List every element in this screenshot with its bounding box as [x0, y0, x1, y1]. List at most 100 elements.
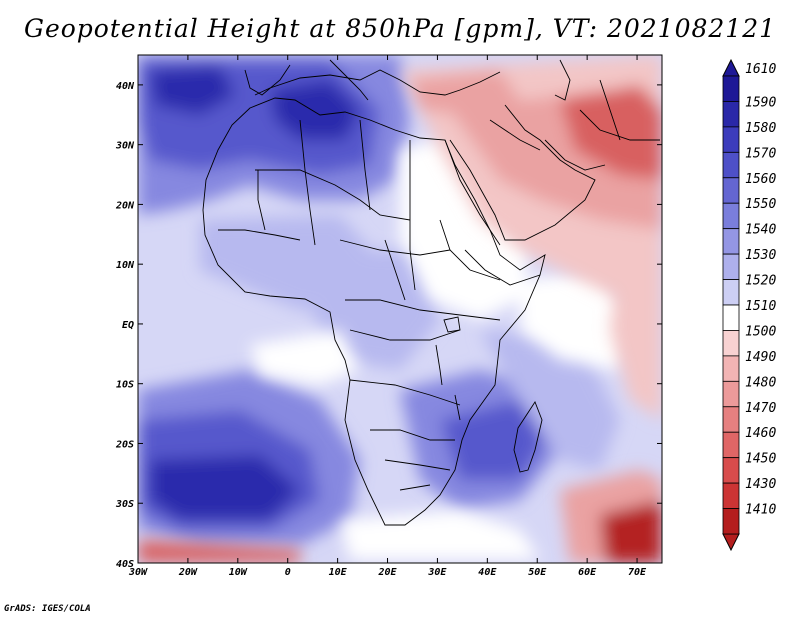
colorbar-swatch-1570: [722, 151, 740, 179]
lat-tick-label-0: 40N: [116, 81, 135, 92]
lon-tick-label-10: 70E: [628, 567, 647, 578]
colorbar-swatch-1450: [722, 457, 740, 484]
lat-tick-label-8: 40S: [116, 559, 134, 570]
lat-tick-label-2: 20N: [115, 200, 135, 211]
madagascar-high-core: [440, 400, 545, 480]
colorbar-label-1500: 1500: [745, 324, 776, 339]
border-13: [218, 229, 301, 241]
lat-tick-label-5: 10S: [116, 380, 134, 391]
border-15: [489, 119, 541, 151]
border-19: [384, 239, 406, 301]
colorbar-swatch-1580: [722, 126, 740, 153]
colorbar-swatch-1550: [722, 202, 740, 230]
lat-tick-label-6: 20S: [115, 439, 134, 450]
colorbar-label-1490: 1490: [745, 350, 776, 365]
colorbar: 1610 1590 1580 1570 1560 1550 1540 1530 1520 1510…: [722, 58, 776, 552]
southern-ocean-white: [340, 510, 540, 560]
border-16: [579, 109, 660, 141]
border-4: [409, 140, 416, 291]
colorbar-swatch-1470: [722, 406, 740, 433]
africa-coastline: [202, 97, 546, 526]
madagascar-coastline: [513, 401, 543, 473]
lat-tick-label-7: 30S: [115, 499, 134, 510]
colorbar-swatch-1510: [722, 304, 740, 331]
iran-low-core: [560, 85, 662, 180]
border-9: [349, 379, 461, 406]
italy-outline: [329, 59, 369, 101]
lake-malawi: [454, 394, 461, 421]
border-12: [399, 484, 431, 491]
lat-tick-label-3: 10N: [116, 260, 135, 271]
lon-tick-label-2: 10W: [229, 567, 248, 578]
colorbar-label-1510: 1510: [745, 299, 776, 314]
colorbar-label-1580: 1580: [745, 121, 776, 136]
lon-tick-label-1: 20W: [178, 567, 198, 578]
colorbar-label-1460: 1460: [745, 426, 776, 441]
levant-red: [410, 70, 520, 115]
colorbar-label-1520: 1520: [745, 274, 776, 289]
grads-credit: GrADS: IGES/COLA: [4, 604, 91, 614]
southern-edge-red: [138, 540, 300, 563]
colorbar-swatch-1530: [722, 253, 740, 280]
border-5: [439, 219, 501, 281]
colorbar-label-1450: 1450: [745, 452, 776, 467]
lake-tanganyika: [435, 344, 443, 386]
east-africa-white: [400, 130, 530, 320]
colorbar-swatch-1460: [722, 431, 740, 459]
colorbar-swatch-1430: [722, 482, 740, 509]
colorbar-swatch-1500: [722, 330, 740, 357]
east-indian-red: [610, 240, 662, 420]
colorbar-swatch-1520: [722, 279, 740, 306]
lon-tick-label-8: 50E: [528, 567, 547, 578]
colorbar-swatch-1540: [722, 228, 740, 255]
lon-tick-label-4: 10E: [329, 567, 348, 578]
height-field: [138, 55, 662, 563]
border-11: [384, 459, 451, 471]
lake-victoria: [443, 316, 461, 333]
lon-tick-label-5: 20E: [377, 567, 397, 578]
border-3: [359, 119, 371, 211]
colorbar-label-1610: 1610: [745, 62, 776, 77]
persian-gulf-coast: [544, 139, 606, 171]
coastlines-and-borders: [202, 59, 660, 526]
atlantic-high-core-north: [150, 65, 235, 115]
caspian-shore: [554, 59, 571, 101]
red-anomaly-regions: [138, 55, 662, 563]
south-atlantic-high-core: [150, 455, 300, 520]
border-1: [255, 169, 411, 221]
colorbar-label-1540: 1540: [745, 223, 776, 238]
colorbar-label-1530: 1530: [745, 248, 776, 263]
border-14: [257, 170, 266, 231]
plot-frame: [137, 54, 663, 564]
blue-anomaly-regions: [138, 55, 620, 545]
east-equatorial-blue: [480, 330, 620, 470]
border-10: [370, 429, 455, 441]
colorbar-swatch-1610: [722, 75, 740, 102]
lon-tick-label-9: 60E: [578, 567, 597, 578]
colorbar-bottom-arrow: [722, 533, 740, 552]
border-8: [349, 329, 461, 341]
lat-tick-label-4: EQ: [122, 320, 134, 331]
colorbar-swatch-1410: [722, 508, 740, 535]
colorbar-label-1470: 1470: [745, 401, 776, 416]
colorbar-swatch-1590: [722, 101, 740, 128]
border-18: [464, 249, 541, 286]
red-sea-west-shore: [444, 139, 501, 246]
colorbar-label-1480: 1480: [745, 375, 776, 390]
border-2: [299, 119, 316, 246]
border-17: [599, 79, 621, 141]
lon-tick-label-3: 0: [285, 567, 291, 578]
lon-tick-label-6: 30E: [427, 567, 447, 578]
border-7: [345, 299, 501, 321]
mediterranean-north-coast: [254, 69, 501, 96]
southern-low-core: [600, 500, 662, 563]
colorbar-label-1550: 1550: [745, 197, 776, 212]
colorbar-label-1560: 1560: [745, 172, 776, 187]
latitude-axis: 40N 30N 20N 10N EQ 10S 20S 30S 40S: [115, 81, 662, 570]
colorbar-swatch-1490: [722, 355, 740, 382]
gulf-guinea-white: [250, 330, 360, 385]
lon-tick-label-0: 30W: [128, 567, 148, 578]
sahara-high-core: [270, 80, 360, 140]
colorbar-swatch-1560: [722, 177, 740, 204]
